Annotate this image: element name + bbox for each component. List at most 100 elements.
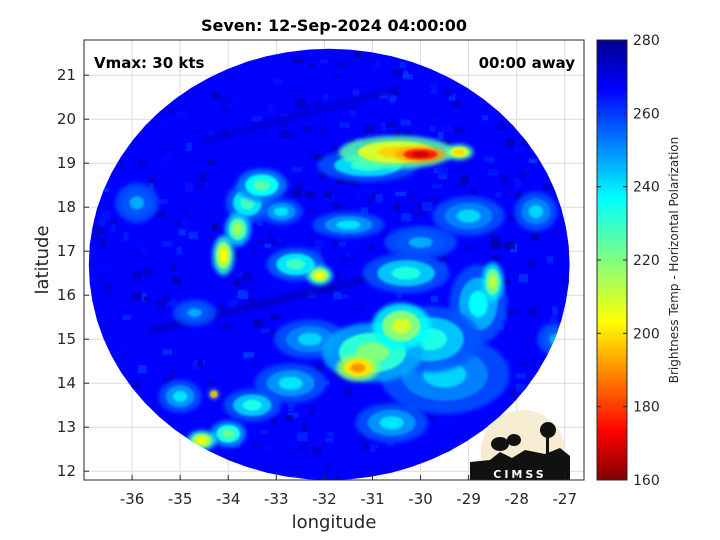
swath-pixel <box>490 236 500 245</box>
swath-pixel <box>471 188 477 194</box>
swath-pixel <box>352 89 360 98</box>
swath-pixel <box>333 372 344 378</box>
swath-pixel <box>459 160 469 168</box>
swath-pixel <box>408 205 416 215</box>
swath-pixel <box>297 432 308 441</box>
convective-feature <box>209 389 219 399</box>
feature-core <box>350 363 366 373</box>
swath-pixel <box>267 230 273 239</box>
swath-pixel <box>495 192 502 198</box>
x-tick-label: -28 <box>504 490 529 508</box>
swath-pixel <box>519 171 525 179</box>
vmax-annotation: Vmax: 30 kts <box>94 54 204 72</box>
swath-pixel <box>391 69 403 76</box>
swath-pixel <box>287 412 299 418</box>
swath-pixel <box>488 169 498 176</box>
swath-pixel <box>515 383 527 393</box>
x-tick-label: -33 <box>264 490 289 508</box>
swath-pixel <box>443 138 451 146</box>
swath-pixel <box>546 256 554 264</box>
swath-pixel <box>365 124 375 133</box>
feature-core <box>285 258 306 270</box>
swath-pixel <box>432 110 438 115</box>
swath-pixel <box>176 111 188 119</box>
swath-pixel <box>186 142 192 152</box>
feature-core <box>468 290 488 318</box>
swath-pixel <box>372 192 379 199</box>
swath-pixel <box>221 108 228 113</box>
swath-pixel <box>135 249 142 257</box>
swath-pixel <box>362 444 369 450</box>
x-tick-label: -29 <box>456 490 481 508</box>
swath-pixel <box>542 183 554 191</box>
swath-pixel <box>291 189 302 199</box>
swath-pixel <box>375 193 383 203</box>
convective-feature <box>115 183 159 223</box>
swath-pixel <box>481 115 489 121</box>
swath-pixel <box>337 62 349 68</box>
swath-pixel <box>170 298 177 307</box>
swath-pixel <box>460 433 468 443</box>
swath-pixel <box>174 220 182 227</box>
swath-pixel <box>343 178 354 185</box>
swath-pixel <box>178 229 186 236</box>
swath-pixel <box>354 51 363 59</box>
swath-pixel <box>465 244 473 253</box>
swath-pixel <box>400 119 411 126</box>
swath-pixel <box>139 246 148 254</box>
swath-pixel <box>222 323 231 329</box>
y-tick-label: 18 <box>57 198 76 216</box>
swath-pixel <box>489 240 501 250</box>
swath-pixel <box>133 270 142 277</box>
swath-pixel <box>178 156 190 162</box>
swath-pixel <box>208 159 216 166</box>
swath-pixel <box>93 234 101 240</box>
swath-pixel <box>301 422 307 432</box>
swath-pixel <box>428 196 439 206</box>
swath-pixel <box>374 448 382 455</box>
swath-pixel <box>288 403 295 412</box>
swath-pixel <box>252 319 264 328</box>
swath-pixel <box>333 291 342 300</box>
swath-pixel <box>437 172 448 180</box>
swath-pixel <box>163 378 172 388</box>
swath-pixel <box>338 241 347 247</box>
swath-pixel <box>123 232 129 241</box>
y-tick-label: 20 <box>57 110 76 128</box>
swath-pixel <box>515 192 523 201</box>
swath-pixel <box>155 210 166 218</box>
swath-pixel <box>349 138 355 143</box>
swath-pixel <box>214 171 225 178</box>
feature-core <box>391 318 411 334</box>
swath-pixel <box>321 441 329 447</box>
swath-pixel <box>528 260 536 268</box>
swath-pixel <box>107 274 119 282</box>
swath-pixel <box>334 476 341 480</box>
swath-pixel <box>325 437 334 443</box>
swath-pixel <box>308 48 317 56</box>
swath-pixel <box>227 299 238 309</box>
y-tick-label: 15 <box>57 330 76 348</box>
logo-text: CIMSS <box>493 468 546 481</box>
swath-pixel <box>230 97 239 107</box>
swath-pixel <box>172 276 182 285</box>
cimss-logo: CIMSS <box>470 410 570 481</box>
swath-pixel <box>366 197 373 205</box>
swath-pixel <box>489 227 495 237</box>
swath-pixel <box>454 182 460 190</box>
convective-feature <box>210 420 247 447</box>
swath-pixel <box>266 328 278 336</box>
swath-pixel <box>233 279 241 287</box>
swath-pixel <box>313 101 322 107</box>
swath-pixel <box>100 211 111 220</box>
swath-pixel <box>267 105 276 114</box>
feature-core <box>187 308 202 318</box>
swath-pixel <box>286 131 296 140</box>
convective-feature <box>336 354 380 381</box>
feature-core <box>456 209 481 223</box>
swath-pixel <box>584 43 592 50</box>
swath-pixel <box>335 273 341 279</box>
swath-pixel <box>427 415 437 420</box>
swath-pixel <box>284 85 292 91</box>
swath-pixel <box>329 145 338 152</box>
